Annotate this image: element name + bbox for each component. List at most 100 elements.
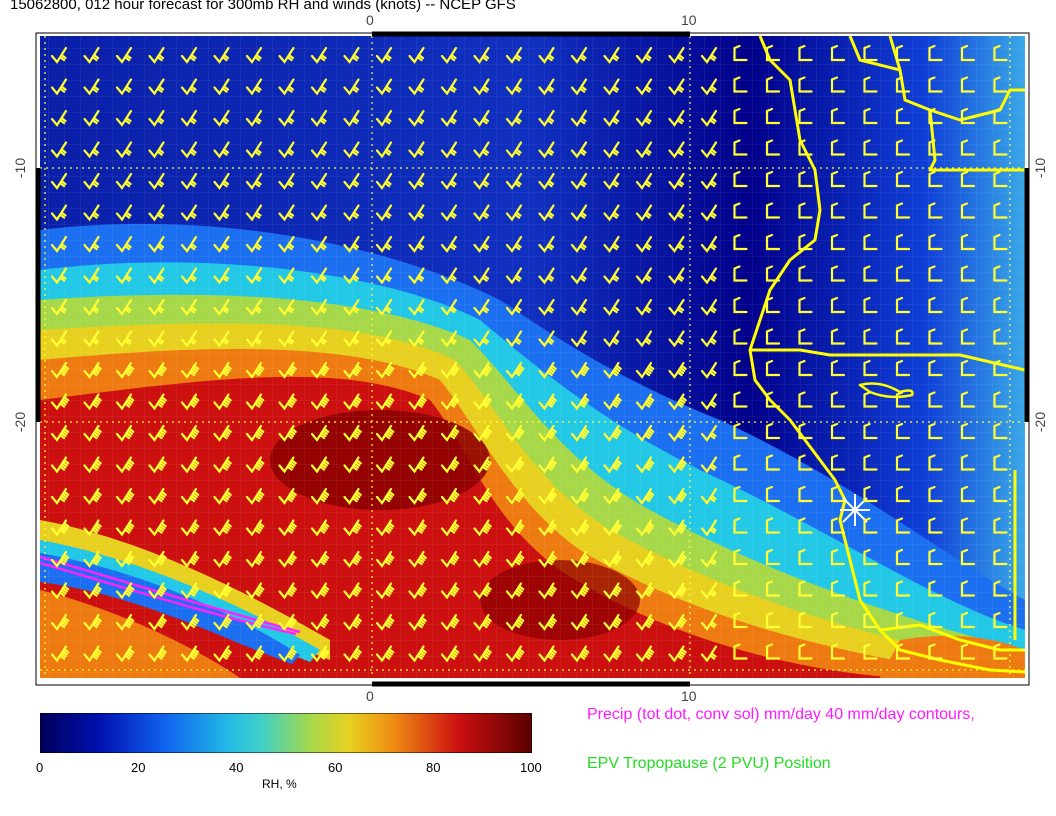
wind-barb <box>993 107 1008 125</box>
wind-barb <box>50 550 70 568</box>
wind-barb <box>343 424 362 442</box>
wind-barb <box>733 548 748 566</box>
wind-barb <box>570 645 590 663</box>
wind-barb <box>375 456 395 474</box>
wind-barb <box>343 519 362 537</box>
wind-barb <box>278 330 295 348</box>
wind-barb <box>863 139 878 156</box>
wind-barb <box>343 46 360 64</box>
wind-barb <box>830 170 846 188</box>
wind-barb <box>895 611 911 629</box>
wind-barb <box>148 172 165 190</box>
wind-barb <box>928 422 943 440</box>
wind-barb <box>148 298 165 316</box>
rh-wind-map <box>35 31 1030 687</box>
wind-barb <box>505 330 523 348</box>
wind-barb <box>668 613 687 631</box>
wind-barb <box>408 172 425 190</box>
wind-barb <box>603 235 620 253</box>
wind-barb <box>180 424 200 442</box>
wind-barb <box>278 172 295 190</box>
wind-barb <box>310 78 328 96</box>
wind-barb <box>830 107 846 125</box>
wind-barb <box>408 582 427 600</box>
wind-barb <box>148 330 165 348</box>
wind-barb <box>278 519 297 537</box>
wind-barb <box>375 46 393 64</box>
wind-barb <box>765 170 781 188</box>
wind-barb <box>180 519 200 537</box>
wind-barb <box>375 109 393 127</box>
wind-barb <box>993 359 1008 377</box>
wind-barb <box>213 456 232 474</box>
wind-barb <box>668 519 687 537</box>
wind-barb <box>700 141 718 159</box>
wind-barb <box>700 487 718 505</box>
wind-barb <box>668 298 685 316</box>
wind-barb <box>343 487 362 505</box>
wind-barb <box>700 267 718 285</box>
wind-barb <box>473 550 492 568</box>
wind-barb <box>83 613 102 631</box>
wind-barb <box>830 76 846 93</box>
wind-barb <box>928 485 943 503</box>
wind-barb <box>213 361 232 379</box>
wind-barb <box>440 519 460 537</box>
wind-barb <box>115 78 133 96</box>
wind-barb <box>375 235 393 253</box>
wind-barb <box>408 141 425 159</box>
wind-barb <box>733 107 748 125</box>
wind-barb <box>50 456 70 474</box>
wind-barb <box>895 265 911 282</box>
wind-barb <box>928 643 943 660</box>
wind-barb <box>538 645 557 663</box>
wind-barb <box>635 267 653 285</box>
wind-barb <box>830 359 846 377</box>
wind-barb <box>928 202 943 219</box>
wind-barb <box>310 456 330 474</box>
wind-barb <box>765 44 781 62</box>
wind-barb <box>798 202 813 219</box>
wind-barb <box>863 454 878 471</box>
wind-barb <box>603 204 620 222</box>
wind-barb <box>505 582 525 600</box>
wind-barb <box>733 485 748 503</box>
colorbar-title: RH, % <box>262 777 297 791</box>
wind-barb <box>668 424 687 442</box>
wind-barb <box>343 141 360 159</box>
wind-barb <box>798 328 813 345</box>
wind-barb <box>310 582 330 600</box>
wind-barb <box>993 265 1008 282</box>
wind-barb <box>440 487 460 505</box>
wind-barb <box>603 361 622 379</box>
wind-barb <box>635 235 653 253</box>
wind-barb <box>993 422 1008 440</box>
wind-barb <box>993 202 1008 219</box>
wind-barb <box>505 267 523 285</box>
wind-barb <box>830 611 846 629</box>
wind-barb <box>960 202 976 219</box>
wind-barb <box>863 265 878 282</box>
wind-barb <box>148 456 167 474</box>
right-tick-minus10: -10 <box>1032 157 1049 179</box>
wind-barb <box>505 141 523 159</box>
wind-barb <box>115 172 133 190</box>
wind-barb <box>115 361 135 379</box>
wind-barb <box>245 46 263 64</box>
wind-barb <box>863 107 878 125</box>
wind-barb <box>375 330 393 348</box>
wind-barb <box>343 582 362 600</box>
wind-barb <box>635 78 653 96</box>
wind-barb <box>148 204 165 222</box>
wind-barb <box>115 267 133 285</box>
wind-barb <box>440 393 460 411</box>
wind-barb <box>993 643 1008 660</box>
wind-barb <box>278 235 295 253</box>
wind-barb <box>700 519 718 537</box>
wind-barb <box>505 298 523 316</box>
wind-barb <box>798 139 813 156</box>
wind-barb <box>505 645 525 663</box>
wind-barb <box>213 393 232 411</box>
wind-barb <box>440 78 458 96</box>
wind-barb <box>700 204 718 222</box>
